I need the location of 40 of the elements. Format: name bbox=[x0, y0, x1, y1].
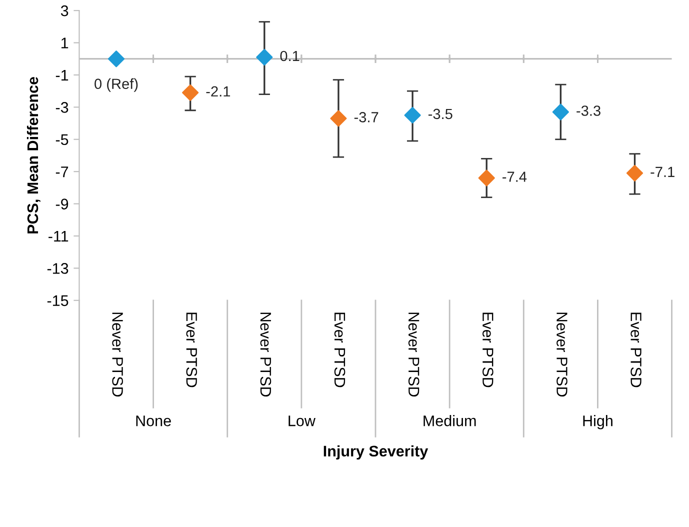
point bbox=[182, 84, 199, 101]
data-label: -2.1 bbox=[206, 86, 230, 96]
point bbox=[256, 48, 273, 66]
x-tick-label: Ever PTSD bbox=[482, 312, 494, 388]
x-axis-title: Injury Severity bbox=[324, 445, 428, 460]
point bbox=[478, 170, 495, 186]
x-tick-label: Never PTSD bbox=[556, 312, 568, 397]
y-tick-label: -1 bbox=[56, 70, 68, 80]
point bbox=[330, 110, 347, 127]
point bbox=[552, 104, 569, 120]
x-tick-label: Never PTSD bbox=[408, 312, 420, 397]
y-tick-label: -15 bbox=[47, 295, 68, 306]
y-tick-label: -3 bbox=[56, 102, 68, 113]
point bbox=[108, 50, 125, 68]
y-tick-label: 3 bbox=[60, 5, 68, 16]
text: Low bbox=[288, 416, 316, 426]
x-tick-label: Ever PTSD bbox=[630, 312, 642, 388]
y-tick-label: 1 bbox=[61, 38, 68, 48]
x-tick-label: Ever PTSD bbox=[334, 312, 346, 388]
y-tick-label: -11 bbox=[48, 231, 68, 242]
y-tick-label: -7 bbox=[56, 166, 68, 178]
point bbox=[626, 164, 644, 182]
x-tick-label: Ever PTSD bbox=[186, 312, 198, 388]
text: High bbox=[583, 415, 612, 430]
y-tick-label: -13 bbox=[47, 263, 68, 274]
y-tick-label: -5 bbox=[56, 134, 68, 146]
data-label: -7.4 bbox=[502, 172, 527, 182]
data-label: 0 (Ref) bbox=[94, 78, 138, 92]
point bbox=[404, 106, 421, 124]
x-tick-label: Never PTSD bbox=[260, 312, 272, 397]
y-tick-label: -9 bbox=[56, 198, 68, 210]
text: None bbox=[136, 416, 171, 426]
y-axis-title: PCS, Mean Difference bbox=[26, 77, 40, 234]
data-label: -3.7 bbox=[354, 112, 378, 122]
data-label: -7.1 bbox=[650, 166, 674, 177]
data-label: -3.5 bbox=[428, 108, 452, 120]
text: Medium bbox=[424, 415, 476, 426]
data-label: 0.1 bbox=[280, 50, 300, 62]
x-tick-label: Never PTSD bbox=[112, 312, 123, 397]
data-label: -3.3 bbox=[576, 106, 600, 116]
